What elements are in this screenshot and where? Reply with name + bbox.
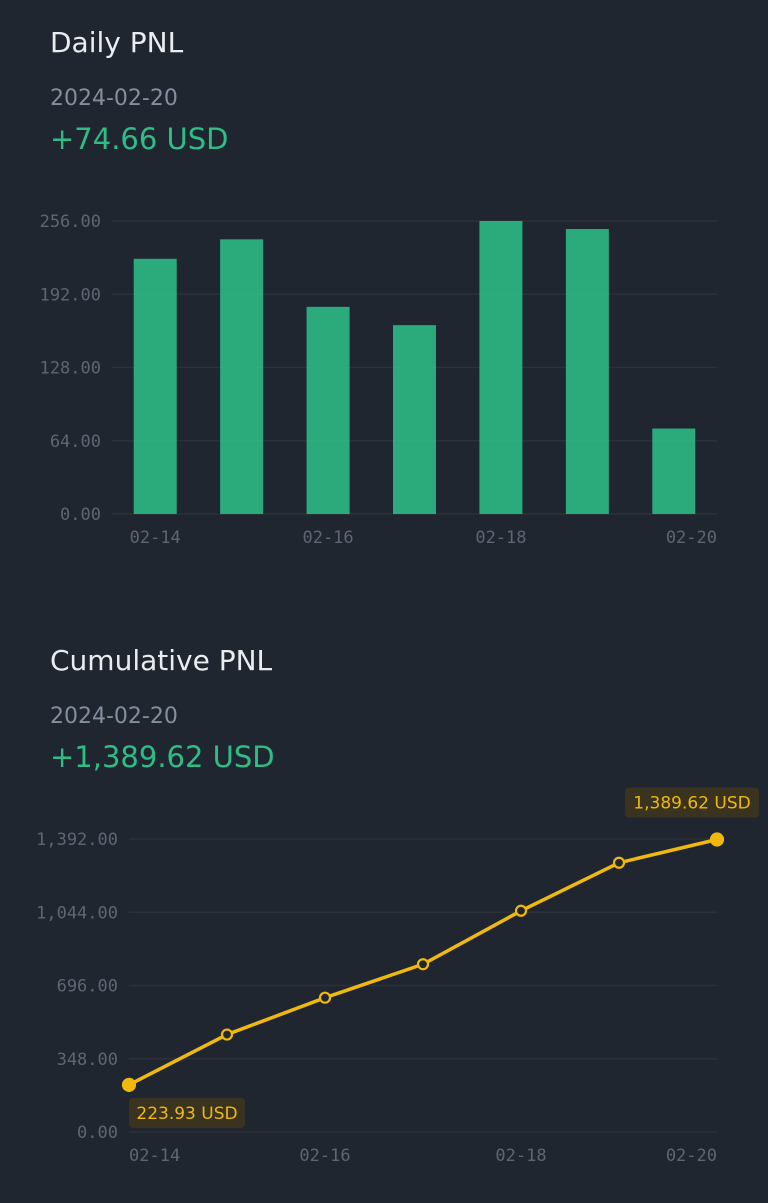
start-value-tag-label: 223.93 USD — [136, 1104, 237, 1124]
daily-pnl-value: +74.66 USD — [50, 122, 229, 156]
bar-02-18[interactable] — [479, 221, 523, 514]
bar-x-tick-label: 02-18 — [475, 528, 526, 548]
bar-02-19[interactable] — [565, 229, 609, 514]
bar-x-tick-label: 02-14 — [130, 528, 181, 548]
line-point-02-19[interactable] — [612, 856, 626, 869]
line-x-tick-label: 02-18 — [495, 1146, 546, 1166]
end-value-tag-label: 1,389.62 USD — [633, 794, 750, 814]
line-point-02-15[interactable] — [220, 1028, 234, 1041]
line-x-tick-label: 02-14 — [129, 1146, 180, 1166]
bar-x-tick-label: 02-20 — [666, 528, 717, 548]
bar-02-20[interactable] — [652, 428, 696, 514]
start-value-tag-bg — [129, 1097, 245, 1128]
line-y-tick-label: 1,044.00 — [36, 903, 118, 923]
line-point-02-16[interactable] — [318, 991, 332, 1004]
line-y-tick-label: 1,392.00 — [36, 830, 118, 850]
daily-pnl-section: Daily PNL 2024-02-20 +74.66 USD 0.00 64.0… — [0, 0, 768, 600]
bar-y-tick-label: 128.00 — [40, 359, 101, 379]
bar-02-14[interactable] — [133, 258, 177, 514]
bar-02-16[interactable] — [306, 306, 350, 514]
bar-x-tick-label: 02-16 — [302, 528, 353, 548]
bar-y-tick-label: 64.00 — [50, 432, 101, 452]
line-point-02-20[interactable] — [709, 832, 725, 847]
cumulative-pnl-date: 2024-02-20 — [50, 704, 178, 729]
line-x-tick-label: 02-20 — [666, 1146, 717, 1166]
end-value-tag: 1,389.62 USD — [625, 787, 759, 818]
line-y-tick-label: 348.00 — [57, 1050, 118, 1070]
cumulative-pnl-line-chart[interactable]: 0.00 348.00 696.00 1,044.00 1,392.00 223.93 U… — [0, 780, 768, 1180]
line-point-02-14[interactable] — [121, 1077, 137, 1092]
start-value-tag: 223.93 USD — [129, 1097, 245, 1128]
bar-y-tick-label: 192.00 — [40, 285, 101, 305]
end-value-tag-bg — [625, 787, 759, 818]
line-y-tick-label: 0.00 — [77, 1123, 118, 1143]
cumulative-pnl-title: Cumulative PNL — [50, 644, 273, 677]
daily-pnl-bar-chart[interactable]: 0.00 64.00 128.00 192.00 256.00 02-14 02-16 02-… — [0, 200, 768, 600]
cumulative-pnl-value: +1,389.62 USD — [50, 740, 275, 774]
line-y-tick-label: 696.00 — [57, 977, 118, 997]
bar-02-17[interactable] — [393, 325, 436, 514]
cumulative-pnl-section: Cumulative PNL 2024-02-20 +1,389.62 USD … — [0, 620, 768, 1203]
line-x-tick-label: 02-16 — [299, 1146, 350, 1166]
bar-y-tick-label: 0.00 — [60, 505, 101, 525]
daily-pnl-date: 2024-02-20 — [50, 86, 178, 111]
bar-02-15[interactable] — [220, 239, 264, 514]
daily-pnl-title: Daily PNL — [50, 26, 184, 59]
line-point-02-18[interactable] — [514, 904, 528, 917]
bar-y-tick-label: 256.00 — [40, 212, 101, 232]
line-point-02-17[interactable] — [416, 958, 430, 971]
